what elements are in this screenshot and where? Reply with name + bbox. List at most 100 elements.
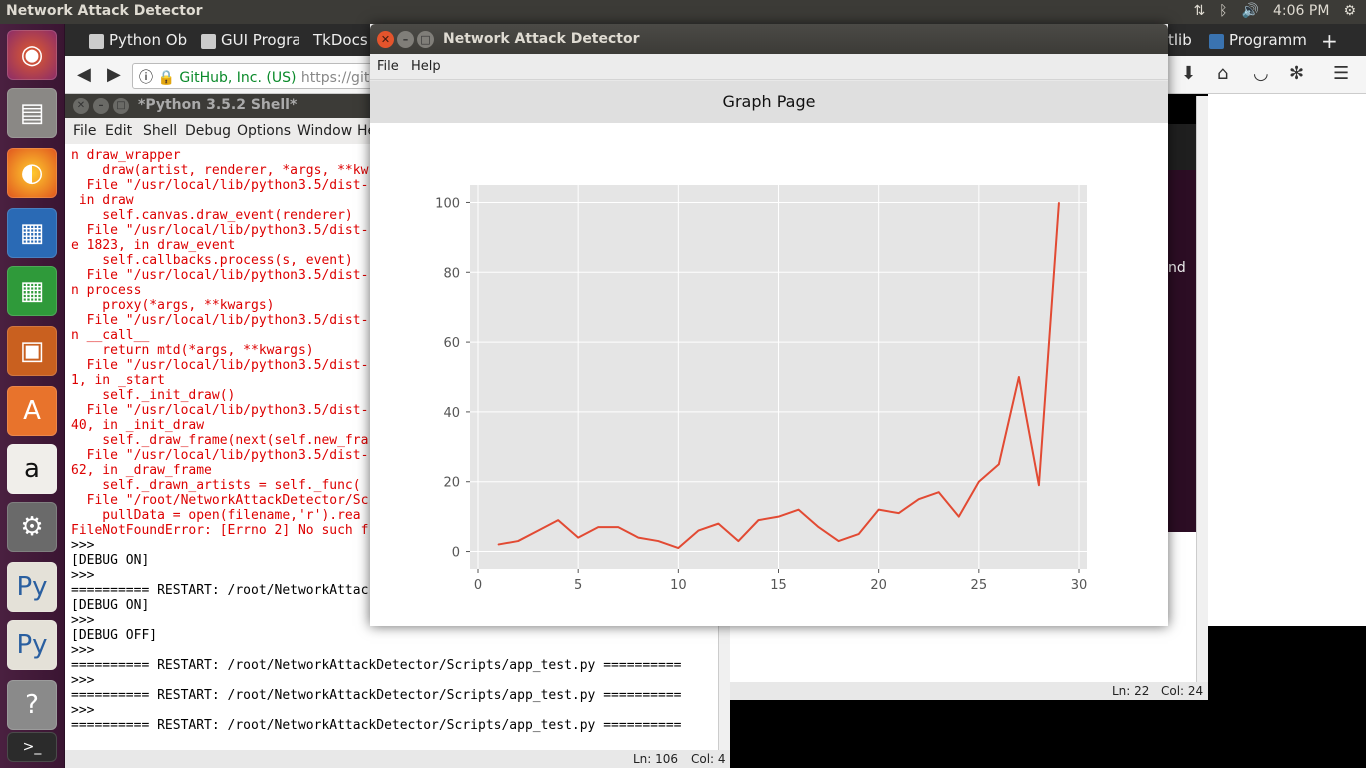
desktop-black-area xyxy=(730,700,1366,768)
pocket-icon[interactable]: ◡ xyxy=(1253,63,1269,84)
data-point xyxy=(998,463,1000,465)
menu-file[interactable]: File xyxy=(377,59,399,74)
shell-line: ========== RESTART: /root/NetworkAttac xyxy=(71,583,369,598)
close-icon[interactable]: ✕ xyxy=(377,31,394,48)
top-panel: Network Attack Detector ⇅ ᛒ 🔊 4:06 PM ⚙ xyxy=(0,0,1366,24)
settings-icon[interactable]: ⚙ xyxy=(1343,3,1356,19)
site-icon xyxy=(201,34,216,49)
shell-line: 62, in _draw_frame xyxy=(71,463,212,478)
extension-icon[interactable]: ✻ xyxy=(1289,63,1305,84)
x-tick-label: 15 xyxy=(770,578,787,593)
lock-icon: 🔒 xyxy=(157,70,175,86)
bluetooth-icon[interactable]: ᛒ xyxy=(1219,3,1228,19)
launcher: ◉ ▤ ◐ ▦ ▦ ▣ A a ⚙ Py Py ? >_ xyxy=(0,24,65,768)
shell-line: File "/usr/local/lib/python3.5/dist- xyxy=(71,313,369,328)
calc-icon[interactable]: ▦ xyxy=(7,266,57,316)
terminal-icon[interactable]: >_ xyxy=(7,732,57,762)
secure-label: GitHub, Inc. (US) xyxy=(179,70,297,86)
active-app-title: Network Attack Detector xyxy=(6,3,203,19)
shell-line: e 1823, in draw_event xyxy=(71,238,236,253)
firefox-icon[interactable]: ◐ xyxy=(7,148,57,198)
data-point xyxy=(978,481,980,483)
browser-tab[interactable]: TkDocs - xyxy=(313,31,369,49)
menu-debug[interactable]: Debug xyxy=(185,123,232,139)
python-file-icon[interactable]: Py xyxy=(7,620,57,670)
shell-line: self.canvas.draw_event(renderer) xyxy=(71,208,353,223)
plot-canvas: 0 5 10 15 20 25 30 0 20 40 60 80 100 xyxy=(370,123,1168,626)
menu-help[interactable]: Help xyxy=(411,59,441,74)
system-settings-icon[interactable]: ⚙ xyxy=(7,502,57,552)
browser-tab[interactable]: Programm xyxy=(1203,28,1315,56)
shell-line: >>> xyxy=(71,703,95,718)
background-editor-statusbar: Ln: 22 Col: 24 xyxy=(730,682,1208,700)
volume-icon[interactable]: 🔊 xyxy=(1241,3,1260,19)
amazon-icon[interactable]: a xyxy=(7,444,57,494)
new-tab-button[interactable]: + xyxy=(1321,29,1338,53)
y-tick-label: 0 xyxy=(452,546,460,561)
writer-icon[interactable]: ▦ xyxy=(7,208,57,258)
data-point xyxy=(637,537,639,539)
x-tick-label: 10 xyxy=(670,578,687,593)
data-point xyxy=(717,523,719,525)
browser-tab[interactable]: GUI Progra xyxy=(195,28,299,56)
data-point xyxy=(577,537,579,539)
minimize-icon[interactable]: – xyxy=(397,31,414,48)
shell-line: >>> xyxy=(71,538,95,553)
menu-edit[interactable]: Edit xyxy=(105,123,133,139)
data-point xyxy=(1018,376,1020,378)
shell-line: self._draw_frame(next(self.new_fra xyxy=(71,433,369,448)
data-point xyxy=(617,526,619,528)
software-center-icon[interactable]: A xyxy=(7,386,57,436)
data-point xyxy=(737,540,739,542)
browser-tab[interactable]: tlib xyxy=(1168,31,1192,49)
menu-file[interactable]: File xyxy=(73,123,97,139)
shell-statusbar: Ln: 106 Col: 4 xyxy=(65,750,730,768)
files-icon[interactable]: ▤ xyxy=(7,88,57,138)
shell-line: [DEBUG ON] xyxy=(71,598,150,613)
python-file-icon[interactable]: Py xyxy=(7,562,57,612)
y-tick-label: 20 xyxy=(443,476,460,491)
data-point xyxy=(878,509,880,511)
shell-line: >>> xyxy=(71,673,95,688)
y-tick-label: 40 xyxy=(443,406,460,421)
shell-line: File "/usr/local/lib/python3.5/dist- xyxy=(71,403,369,418)
network-attack-detector-window: ✕ – □ Network Attack Detector File Help … xyxy=(370,24,1168,626)
maximize-icon[interactable]: □ xyxy=(417,31,434,48)
data-point xyxy=(938,491,940,493)
forward-icon[interactable]: ▶ xyxy=(107,64,121,85)
background-editor-scrollbar[interactable] xyxy=(1196,96,1208,682)
shell-line: >>> xyxy=(71,613,95,628)
data-point xyxy=(918,498,920,500)
ubuntu-dash-icon[interactable]: ◉ xyxy=(7,30,57,80)
home-icon[interactable]: ⌂ xyxy=(1217,63,1229,84)
shell-line: >>> xyxy=(71,643,95,658)
close-icon[interactable]: ✕ xyxy=(73,98,89,114)
browser-tab[interactable]: Python Ob xyxy=(83,28,191,56)
data-point xyxy=(858,533,860,535)
data-point xyxy=(1038,484,1040,486)
clock[interactable]: 4:06 PM xyxy=(1273,3,1330,19)
help-icon[interactable]: ? xyxy=(7,680,57,730)
shell-line: File "/usr/local/lib/python3.5/dist- xyxy=(71,268,369,283)
back-icon[interactable]: ◀ xyxy=(77,64,91,85)
shell-line: draw(artist, renderer, *args, **kw xyxy=(71,163,369,178)
data-point xyxy=(838,540,840,542)
menu-shell[interactable]: Shell xyxy=(143,123,178,139)
menu-window[interactable]: Window xyxy=(297,123,353,139)
minimize-icon[interactable]: – xyxy=(93,98,109,114)
data-point xyxy=(497,544,499,546)
data-point xyxy=(778,516,779,518)
shell-line: 40, in _init_draw xyxy=(71,418,205,433)
github-icon xyxy=(89,34,104,49)
shell-line: n process xyxy=(71,283,142,298)
app-titlebar: ✕ – □ Network Attack Detector xyxy=(370,24,1168,54)
download-icon[interactable]: ⬇ xyxy=(1181,63,1197,84)
data-point xyxy=(697,530,699,532)
menu-icon[interactable]: ☰ xyxy=(1333,63,1350,84)
shell-line: in draw xyxy=(71,193,134,208)
menu-options[interactable]: Options xyxy=(237,123,292,139)
shell-output[interactable]: n draw_wrapper draw(artist, renderer, *a… xyxy=(71,148,711,768)
maximize-icon[interactable]: □ xyxy=(113,98,129,114)
network-icon[interactable]: ⇅ xyxy=(1193,3,1206,19)
impress-icon[interactable]: ▣ xyxy=(7,326,57,376)
